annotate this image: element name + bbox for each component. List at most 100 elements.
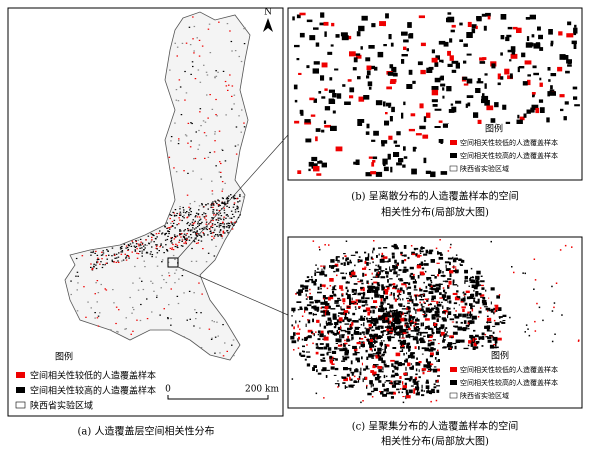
sample-patch	[305, 280, 308, 282]
sample-patch	[182, 245, 184, 247]
sample-patch	[454, 345, 457, 350]
sample-patch	[366, 317, 368, 320]
sample-patch	[189, 146, 192, 148]
sample-patch	[188, 212, 190, 214]
sample-patch	[399, 328, 403, 332]
sample-patch	[439, 292, 442, 295]
sample-patch	[100, 283, 102, 286]
sample-patch	[463, 347, 469, 350]
sample-patch	[304, 121, 312, 125]
sample-patch	[368, 86, 372, 90]
sample-patch	[101, 251, 103, 253]
sample-patch	[111, 247, 114, 249]
sample-patch	[459, 22, 463, 26]
sample-patch	[225, 198, 228, 200]
sample-patch	[410, 385, 414, 387]
sample-patch	[383, 290, 385, 295]
sample-patch	[474, 284, 480, 287]
sample-patch	[201, 221, 203, 223]
sample-patch	[215, 75, 218, 77]
sample-patch	[201, 227, 203, 230]
province-outline	[64, 11, 251, 361]
sample-patch	[349, 302, 355, 305]
sample-patch	[409, 315, 411, 318]
sample-patch	[218, 231, 221, 233]
sample-patch	[189, 318, 191, 320]
sample-patch	[183, 336, 185, 338]
sample-patch	[182, 269, 184, 271]
sample-patch	[227, 215, 229, 217]
sample-patch	[231, 224, 234, 226]
sample-patch	[141, 247, 143, 249]
sample-patch	[534, 330, 537, 332]
sample-patch	[394, 380, 400, 382]
sample-patch	[578, 339, 580, 341]
sample-patch	[517, 114, 520, 119]
sample-patch	[459, 339, 465, 343]
sample-patch	[377, 284, 381, 287]
sample-patch	[383, 340, 385, 342]
sample-patch	[547, 91, 550, 97]
sample-patch	[197, 226, 199, 228]
sample-patch	[170, 226, 172, 228]
sample-patch	[231, 50, 233, 52]
sample-patch	[433, 322, 438, 326]
sample-patch	[409, 274, 412, 278]
sample-patch	[404, 315, 407, 317]
sample-patch	[188, 26, 191, 28]
sample-patch	[403, 245, 407, 249]
sample-patch	[167, 230, 169, 232]
sample-patch	[436, 332, 441, 334]
sample-patch	[176, 235, 179, 237]
sample-patch	[312, 313, 314, 316]
sample-patch	[522, 272, 524, 274]
sample-patch	[387, 337, 392, 342]
sample-patch	[511, 266, 513, 268]
sample-patch	[423, 364, 427, 368]
sample-patch	[343, 310, 349, 313]
sample-patch	[402, 312, 408, 315]
sample-patch	[410, 295, 412, 300]
sample-patch	[188, 214, 190, 216]
sample-patch	[359, 338, 364, 340]
sample-patch	[217, 235, 219, 237]
sample-patch	[314, 299, 318, 304]
sample-patch	[202, 120, 205, 122]
sample-patch	[365, 172, 372, 177]
sample-patch	[333, 270, 336, 273]
sample-patch	[291, 340, 297, 344]
sample-patch	[341, 293, 344, 297]
sample-patch	[308, 279, 313, 281]
sample-patch	[97, 257, 99, 259]
sample-patch	[241, 109, 243, 111]
sample-patch	[394, 320, 399, 323]
sample-patch	[211, 223, 214, 225]
sample-patch	[99, 312, 101, 314]
sample-patch	[155, 256, 157, 258]
sample-patch	[209, 221, 212, 223]
sample-patch	[332, 93, 337, 98]
sample-patch	[374, 364, 379, 366]
sample-patch	[232, 222, 234, 224]
sample-patch	[111, 255, 113, 257]
sample-patch	[168, 275, 171, 277]
sample-patch	[439, 334, 442, 337]
sample-patch	[97, 292, 100, 294]
sample-patch	[414, 318, 420, 322]
sample-patch	[407, 362, 411, 367]
sample-patch	[186, 223, 188, 225]
sample-patch	[352, 320, 357, 323]
sample-patch	[180, 214, 182, 216]
sample-patch	[434, 126, 441, 128]
sample-patch	[212, 219, 214, 222]
sample-patch	[405, 395, 407, 400]
sample-patch	[477, 277, 479, 280]
sample-patch	[137, 289, 140, 291]
sample-patch	[379, 355, 382, 359]
sample-patch	[116, 330, 118, 333]
sample-patch	[331, 22, 335, 27]
sample-patch	[431, 328, 434, 333]
sample-patch	[371, 329, 375, 332]
sample-patch	[548, 79, 551, 82]
sample-patch	[343, 334, 345, 336]
